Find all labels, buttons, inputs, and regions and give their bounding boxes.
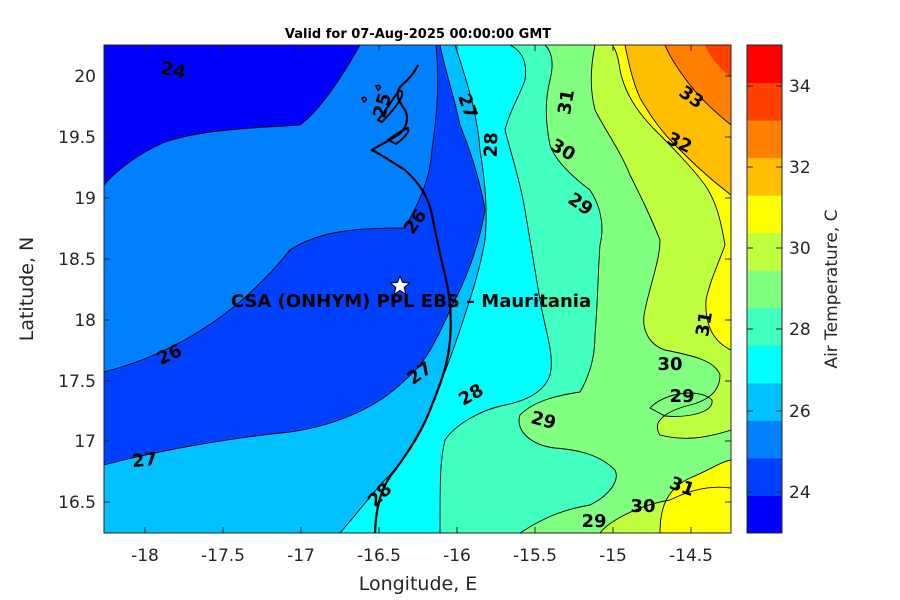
temperature-band-below-24	[104, 45, 360, 185]
y-axis-label: Latitude, N	[16, 237, 38, 342]
x-tick-label: -14.5	[669, 546, 713, 566]
island-fragment	[386, 126, 410, 146]
colorbar-frame	[746, 44, 783, 534]
y-ticks	[104, 75, 731, 503]
y-tick-label: 19.5	[58, 128, 96, 148]
x-tick-label: -16.5	[357, 546, 401, 566]
colorbar-tick-label: 32	[789, 158, 811, 178]
x-tick-label: -16	[443, 546, 471, 566]
colorbar-cell	[747, 45, 782, 84]
y-tick-labels: 20 19.5 19 18.5 18 17.5 17 16.5	[58, 67, 96, 513]
contour-label: 29	[581, 511, 606, 532]
y-tick-label: 18	[74, 311, 96, 331]
colorbar-tick-label: 34	[789, 77, 811, 97]
x-tick-label: -17	[287, 546, 315, 566]
contour-label: 31	[554, 88, 579, 116]
colorbar-cell	[747, 120, 782, 159]
axes-frame	[103, 44, 732, 534]
temperature-band-34-35	[705, 45, 731, 78]
x-tick-labels: -18 -17.5 -17 -16.5 -16 -15.5 -15 -14.5	[131, 546, 713, 566]
island-fragment	[374, 84, 381, 92]
x-axis-label: Longitude, E	[359, 573, 478, 595]
contour-label: 29	[669, 386, 694, 407]
colorbar-tick-label: 26	[789, 402, 811, 422]
colorbar-label: Air Temperature, C	[822, 209, 842, 368]
y-tick-label: 17.5	[58, 372, 96, 392]
x-tick-label: -17.5	[201, 546, 245, 566]
colorbar-cell	[747, 345, 782, 384]
coastline	[369, 64, 452, 533]
x-tick-label: -15	[599, 546, 627, 566]
colorbar-tick-label: 28	[789, 320, 811, 340]
colorbar-cell	[747, 157, 782, 196]
contour-label: 24	[159, 58, 188, 84]
plot-title: Valid for 07-Aug-2025 00:00:00 GMT	[285, 27, 551, 42]
temperature-patch-29	[650, 393, 713, 417]
colorbar: 24 26 28 30 32 34 Air Temperature, C	[746, 44, 842, 534]
site-label: CSA (ONHYM) PPL EBS – Mauritania	[231, 291, 591, 312]
x-tick-label: -15.5	[513, 546, 557, 566]
contour-label: 28	[481, 132, 503, 158]
contour-label: 30	[657, 354, 682, 375]
colorbar-cell	[747, 82, 782, 121]
island-fragment	[376, 89, 404, 124]
y-tick-label: 16.5	[58, 493, 96, 513]
colorbar-cell	[747, 270, 782, 309]
site-star-icon	[389, 274, 411, 296]
colorbar-tick-label: 30	[789, 239, 811, 259]
colorbar-cell	[747, 457, 782, 496]
contour-label: 30	[630, 496, 655, 517]
contour-label: 31	[692, 310, 717, 338]
y-tick-label: 18.5	[58, 250, 96, 270]
colorbar-cell	[747, 232, 782, 271]
colorbar-cell	[747, 195, 782, 234]
y-tick-label: 19	[74, 189, 96, 209]
contour-label: 27	[131, 449, 158, 472]
colorbar-tick-label: 24	[789, 483, 811, 503]
colorbar-cell	[747, 307, 782, 346]
x-tick-label: -18	[131, 546, 159, 566]
y-tick-label: 17	[74, 432, 96, 452]
y-tick-label: 20	[74, 67, 96, 87]
contour-lines	[104, 45, 731, 533]
colorbar-cell	[747, 495, 782, 534]
island-fragment	[360, 96, 367, 104]
x-ticks	[144, 45, 692, 533]
colorbar-cells	[747, 45, 782, 534]
colorbar-cell	[747, 420, 782, 459]
temperature-band-33-34	[665, 45, 731, 125]
colorbar-cell	[747, 382, 782, 421]
map-plot-area: 24 25 26 26 27 27 27 28 28 28 29 29 29 2…	[104, 45, 731, 533]
